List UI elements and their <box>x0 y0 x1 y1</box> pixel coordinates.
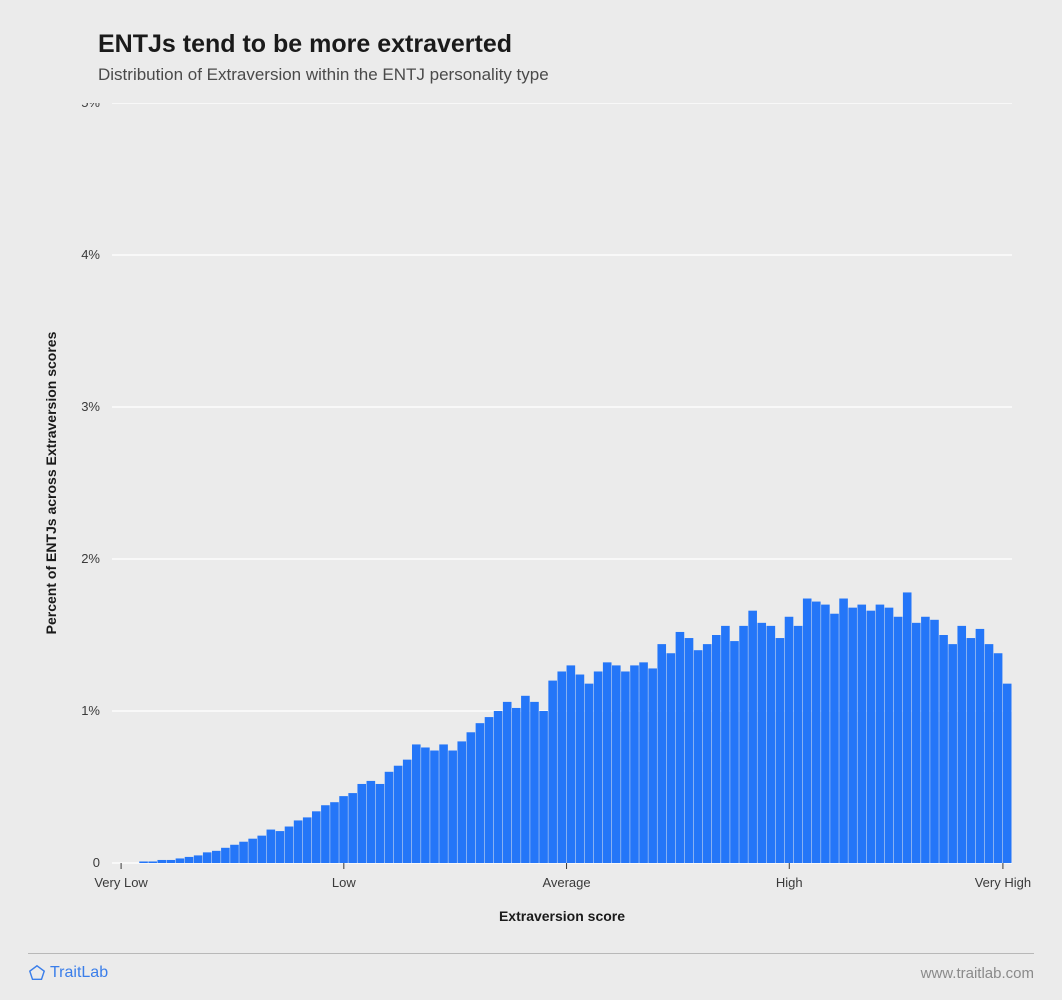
svg-text:0: 0 <box>93 855 100 870</box>
brand-name: TraitLab <box>50 964 108 982</box>
svg-text:3%: 3% <box>81 399 100 414</box>
histogram-chart: 0 1% 2% 3% 4% 5% Very Low Low Average High Very Hi… <box>28 103 1034 933</box>
svg-text:Percent of ENTJs across Extrav: Percent of ENTJs across Extraversion sco… <box>43 331 59 634</box>
svg-text:4%: 4% <box>81 247 100 262</box>
chart-subtitle: Distribution of Extraversion within the … <box>98 65 1034 85</box>
svg-text:Very Low: Very Low <box>94 875 148 890</box>
brand-logo: TraitLab <box>28 964 108 982</box>
svg-text:Extraversion score: Extraversion score <box>499 908 625 924</box>
svg-text:Average: Average <box>542 875 590 890</box>
footer: TraitLab www.traitlab.com <box>28 953 1034 982</box>
svg-text:Very High: Very High <box>975 875 1031 890</box>
svg-text:5%: 5% <box>81 103 100 110</box>
chart-plot-area: 0 1% 2% 3% 4% 5% Very Low Low Average High Very Hi… <box>28 103 1034 933</box>
svg-text:2%: 2% <box>81 551 100 566</box>
footer-url: www.traitlab.com <box>921 965 1034 982</box>
svg-text:High: High <box>776 875 803 890</box>
pentagon-icon <box>28 964 46 982</box>
chart-container: ENTJs tend to be more extraverted Distri… <box>0 0 1062 1000</box>
svg-text:Low: Low <box>332 875 356 890</box>
chart-title: ENTJs tend to be more extraverted <box>98 30 1034 59</box>
svg-text:1%: 1% <box>81 703 100 718</box>
